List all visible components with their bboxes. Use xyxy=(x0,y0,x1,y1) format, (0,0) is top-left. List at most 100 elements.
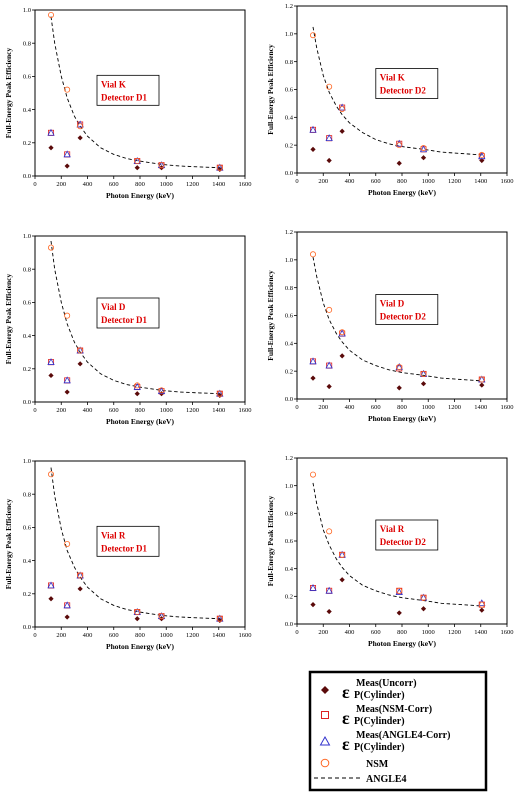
point-meas xyxy=(339,577,345,583)
angle4-curve xyxy=(312,26,482,156)
point-angle-corr xyxy=(133,383,141,390)
angle4-curve xyxy=(50,16,220,169)
legend-marker-nsm xyxy=(320,758,330,768)
point-angle-corr xyxy=(478,152,486,160)
legend-item-nsm: NSM xyxy=(320,758,389,770)
y-tick-label: 0.2 xyxy=(285,594,293,601)
point-meas xyxy=(77,361,83,367)
annotation-box xyxy=(96,297,160,329)
point-nsm xyxy=(420,370,427,377)
y-tick-label: 0.6 xyxy=(285,538,294,545)
annotation-box xyxy=(375,519,439,551)
point-nsm xyxy=(158,613,165,620)
y-tick-label: 0.2 xyxy=(285,368,293,375)
y-tick-label: 0.6 xyxy=(23,300,32,307)
point-nsm xyxy=(478,151,485,158)
y-tick-label: 0.8 xyxy=(285,285,293,292)
point-meas xyxy=(326,608,332,615)
point-meas xyxy=(48,372,54,379)
x-tick-label: 1600 xyxy=(239,181,252,188)
y-axis-label: Full-Energy Peak Efficiency xyxy=(266,496,275,587)
point-nsm xyxy=(396,142,403,149)
chart-panel-6: 0 200 400 600 800 1000 1200 1400 1600 0.0 0.2 0.4 0.… xyxy=(266,455,514,648)
annotation-box xyxy=(96,525,160,557)
annotation-text: Detector D1 xyxy=(101,92,148,102)
x-axis-label: Photon Energy (keV) xyxy=(106,642,174,651)
angle4-curve xyxy=(50,467,220,620)
x-tick-label: 400 xyxy=(83,632,93,639)
point-nsm xyxy=(134,609,141,616)
x-tick-label: 1400 xyxy=(474,629,487,636)
point-nsm xyxy=(396,587,403,594)
annotation-text: Detector D2 xyxy=(380,86,427,96)
legend-sub-angle-corr: P(Cylinder) xyxy=(354,742,405,753)
legend-marker-angle-corr xyxy=(319,735,331,746)
y-tick-label: 0.0 xyxy=(285,170,293,177)
y-tick-label: 0.2 xyxy=(23,140,31,147)
y-axis-label: Full-Energy Peak Efficiency xyxy=(4,48,13,139)
y-tick-label: 0.8 xyxy=(285,59,293,66)
point-nsm xyxy=(216,164,223,171)
annotation-box xyxy=(375,68,439,99)
legend-eps-nsm-corr: ε xyxy=(342,708,350,728)
point-angle-corr xyxy=(395,588,403,595)
point-nsm xyxy=(77,347,84,354)
legend-sub-meas: P(Cylinder) xyxy=(354,690,405,701)
point-meas xyxy=(48,145,54,151)
y-tick-label: 0.0 xyxy=(23,399,31,406)
annotation-text: Detector D1 xyxy=(101,543,148,553)
y-tick-label: 1.2 xyxy=(285,455,293,462)
point-nsm xyxy=(216,390,223,397)
point-meas xyxy=(64,389,70,395)
point-angle-corr xyxy=(338,329,346,337)
chart-panels: 0 200 400 600 800 1000 1200 1400 1600 0.0 0.2 0.4 0.… xyxy=(4,3,514,651)
x-tick-label: 0 xyxy=(295,629,298,636)
y-tick-label: 0.2 xyxy=(23,591,31,598)
legend-sup-meas: Meas(Uncorr) xyxy=(356,678,417,689)
x-axis-label: Photon Energy (keV) xyxy=(368,414,436,423)
chart-panel-2: 0 200 400 600 800 1000 1200 1400 1600 0.0 0.2 0.4 0.… xyxy=(266,3,514,197)
point-meas xyxy=(77,135,83,141)
x-tick-label: 1200 xyxy=(448,404,461,411)
x-tick-label: 0 xyxy=(33,407,36,414)
point-nsm xyxy=(396,363,403,370)
point-nsm xyxy=(339,329,346,336)
legend-item-angle4: ANGLE4 xyxy=(314,774,407,785)
point-nsm xyxy=(420,594,427,601)
point-meas xyxy=(339,128,345,134)
point-meas xyxy=(64,163,70,169)
point-angle-corr xyxy=(419,145,428,153)
x-tick-label: 1600 xyxy=(501,629,514,636)
y-tick-label: 0.2 xyxy=(23,366,31,373)
point-meas xyxy=(310,602,316,608)
y-tick-label: 1.2 xyxy=(285,229,293,236)
legend-marker-nsm-corr xyxy=(321,711,329,719)
point-meas xyxy=(134,165,140,171)
point-nsm xyxy=(77,572,84,579)
y-tick-label: 1.0 xyxy=(23,233,31,240)
y-tick-label: 0.4 xyxy=(23,558,32,565)
x-tick-label: 400 xyxy=(345,629,355,636)
point-meas xyxy=(326,383,332,390)
point-nsm xyxy=(48,471,55,478)
x-tick-label: 1400 xyxy=(474,404,487,411)
y-tick-label: 0.0 xyxy=(23,173,31,180)
x-tick-label: 1000 xyxy=(160,632,173,639)
chart-panel-5: 0 200 400 600 800 1000 1200 1400 1600 0.0 0.2 0.4 0.… xyxy=(4,458,252,651)
point-meas xyxy=(396,385,402,391)
x-tick-label: 1000 xyxy=(422,404,435,411)
y-tick-label: 1.2 xyxy=(285,3,293,10)
point-meas xyxy=(326,157,332,164)
point-angle-corr xyxy=(63,601,71,609)
point-angle-corr xyxy=(157,387,166,395)
legend-label-nsm: NSM xyxy=(366,759,389,770)
x-tick-label: 800 xyxy=(135,407,145,414)
annotation-text: Detector D1 xyxy=(101,315,148,325)
x-tick-label: 200 xyxy=(318,178,328,185)
x-tick-label: 600 xyxy=(109,407,119,414)
point-meas xyxy=(479,382,485,388)
point-angle-corr xyxy=(47,581,55,589)
chart-panel-3: 0 200 400 600 800 1000 1200 1400 1600 0.0 0.2 0.4 0.… xyxy=(4,233,252,426)
x-tick-label: 0 xyxy=(33,181,36,188)
x-tick-label: 400 xyxy=(83,407,93,414)
